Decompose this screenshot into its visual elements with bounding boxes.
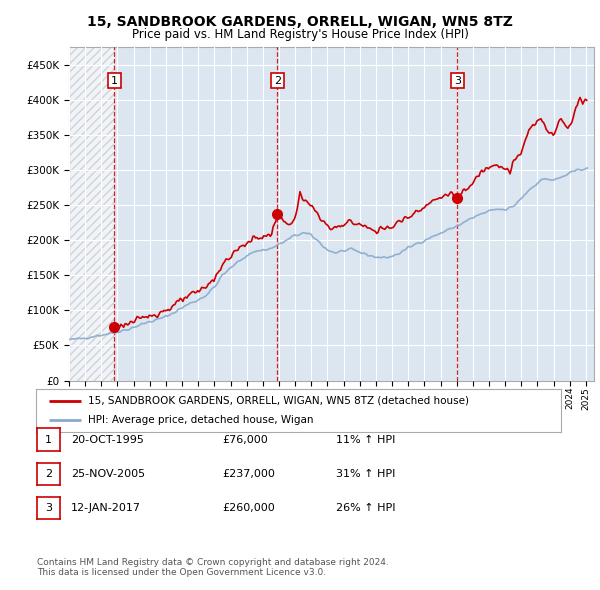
Text: 11% ↑ HPI: 11% ↑ HPI [336,435,395,444]
Text: £76,000: £76,000 [222,435,268,444]
Text: 20-OCT-1995: 20-OCT-1995 [71,435,143,444]
Text: Price paid vs. HM Land Registry's House Price Index (HPI): Price paid vs. HM Land Registry's House … [131,28,469,41]
Text: 1: 1 [45,435,52,444]
Text: 3: 3 [45,503,52,513]
Text: £237,000: £237,000 [222,469,275,478]
Text: 31% ↑ HPI: 31% ↑ HPI [336,469,395,478]
Text: 26% ↑ HPI: 26% ↑ HPI [336,503,395,513]
Text: 12-JAN-2017: 12-JAN-2017 [71,503,141,513]
Text: HPI: Average price, detached house, Wigan: HPI: Average price, detached house, Wiga… [89,415,314,425]
Text: £260,000: £260,000 [222,503,275,513]
Text: 3: 3 [454,76,461,86]
Text: Contains HM Land Registry data © Crown copyright and database right 2024.
This d: Contains HM Land Registry data © Crown c… [37,558,389,577]
Text: 25-NOV-2005: 25-NOV-2005 [71,469,145,478]
Text: 1: 1 [111,76,118,86]
Text: 2: 2 [45,469,52,478]
Bar [69,47,115,381]
Text: 15, SANDBROOK GARDENS, ORRELL, WIGAN, WN5 8TZ (detached house): 15, SANDBROOK GARDENS, ORRELL, WIGAN, WN… [89,396,470,406]
Text: 15, SANDBROOK GARDENS, ORRELL, WIGAN, WN5 8TZ: 15, SANDBROOK GARDENS, ORRELL, WIGAN, WN… [87,15,513,29]
Text: 2: 2 [274,76,281,86]
